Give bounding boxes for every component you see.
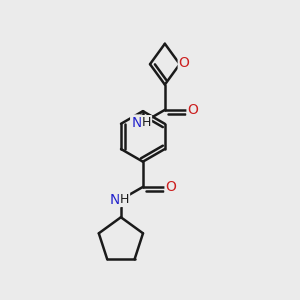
Text: N: N xyxy=(131,116,142,130)
Text: H: H xyxy=(142,116,151,129)
Text: H: H xyxy=(120,193,129,206)
Text: O: O xyxy=(188,103,198,117)
Text: N: N xyxy=(109,193,120,207)
Text: O: O xyxy=(166,180,176,194)
Text: O: O xyxy=(179,56,190,70)
